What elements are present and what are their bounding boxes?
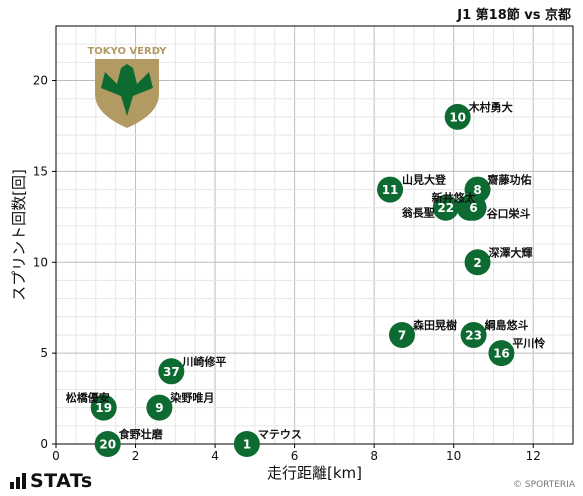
point-marker: [90, 394, 117, 421]
data-point: 16: [488, 340, 515, 367]
point-number: 20: [99, 438, 116, 452]
bar-chart-icon: [10, 473, 26, 489]
data-point: 2: [464, 249, 491, 276]
point-number: 2: [473, 256, 481, 270]
x-tick-label: 10: [446, 449, 461, 463]
point-name-label: 綱島悠斗: [485, 318, 529, 332]
point-number: 16: [493, 347, 510, 361]
point-name-label: 齋藤功佑: [487, 173, 532, 187]
brand-name: STATs: [30, 470, 93, 492]
data-points: 10118224627231637199201木村勇大山見大登齋藤功佑翁長聖新井…: [66, 100, 545, 457]
x-tick-label: 12: [526, 449, 541, 463]
point-number: 23: [465, 328, 482, 342]
point-marker: [377, 176, 404, 203]
y-tick-label: 0: [40, 437, 48, 451]
point-number: 7: [398, 328, 406, 342]
point-marker: [388, 321, 415, 348]
point-number: 19: [95, 401, 112, 415]
y-tick-label: 5: [40, 346, 48, 360]
point-number: 6: [469, 201, 477, 215]
point-name-label: 木村勇大: [468, 100, 513, 114]
data-point: 9: [146, 394, 173, 421]
x-tick-label: 8: [370, 449, 378, 463]
data-point: 19: [90, 394, 117, 421]
data-point: 37: [158, 358, 185, 385]
point-name-label: 翁長聖: [402, 206, 435, 220]
chart-title: J1 第18節 vs 京都: [457, 8, 571, 23]
x-tick-label: 2: [132, 449, 140, 463]
point-marker: [460, 321, 487, 348]
point-marker: [444, 103, 471, 130]
point-number: 22: [437, 201, 454, 215]
data-point: 20: [94, 431, 121, 457]
y-axis-label: スプリント回数[回]: [10, 169, 28, 301]
point-name-label: 松橋優安: [66, 391, 110, 405]
data-point: 6: [460, 194, 487, 221]
point-name-label: 新井悠太: [432, 191, 477, 205]
data-point: 22: [432, 194, 459, 221]
point-name-label: 川崎修平: [181, 354, 226, 368]
x-axis-label: 走行距離[km]: [267, 464, 362, 482]
stats-logo: STATs: [10, 470, 93, 492]
x-tick-label: 0: [52, 449, 60, 463]
x-tick-label: 6: [291, 449, 299, 463]
point-marker: [460, 194, 487, 221]
point-number: 37: [163, 365, 180, 379]
x-tick-label: 4: [211, 449, 219, 463]
point-name-label: 食野壮磨: [119, 427, 164, 441]
crest-wordmark: TOKYO VERDY: [87, 46, 167, 57]
y-tick-label: 20: [33, 74, 48, 88]
eagle-icon: [101, 64, 153, 116]
point-marker: [233, 431, 260, 457]
data-point: 7: [388, 321, 415, 348]
point-name-label: 染野唯月: [170, 391, 214, 405]
point-marker: [488, 340, 515, 367]
point-name-label: 山見大登: [402, 173, 447, 187]
y-tick-label: 15: [33, 164, 48, 178]
plot-frame: [55, 25, 574, 445]
point-marker: [432, 194, 459, 221]
point-name-label: 平川怜: [512, 336, 545, 350]
point-number: 1: [243, 438, 251, 452]
data-point: 11: [377, 176, 404, 203]
data-point: 10: [444, 103, 471, 130]
data-point: 1: [233, 431, 260, 457]
point-number: 11: [382, 183, 399, 197]
point-marker: [158, 358, 185, 385]
team-crest: TOKYO VERDY: [87, 46, 167, 128]
point-name-label: 深澤大輝: [489, 245, 533, 259]
point-number: 9: [155, 401, 163, 415]
point-marker: [94, 431, 121, 457]
data-point: 23: [460, 321, 487, 348]
point-marker: [146, 394, 173, 421]
point-marker: [464, 249, 491, 276]
point-number: 8: [473, 183, 481, 197]
point-name-label: 森田晃樹: [413, 318, 457, 332]
point-number: 10: [449, 110, 466, 124]
copyright-credit: © SPORTERIA: [513, 480, 575, 490]
y-tick-label: 10: [33, 255, 48, 269]
point-name-label: 谷口栄斗: [487, 207, 531, 221]
point-name-label: マテウス: [258, 428, 302, 441]
